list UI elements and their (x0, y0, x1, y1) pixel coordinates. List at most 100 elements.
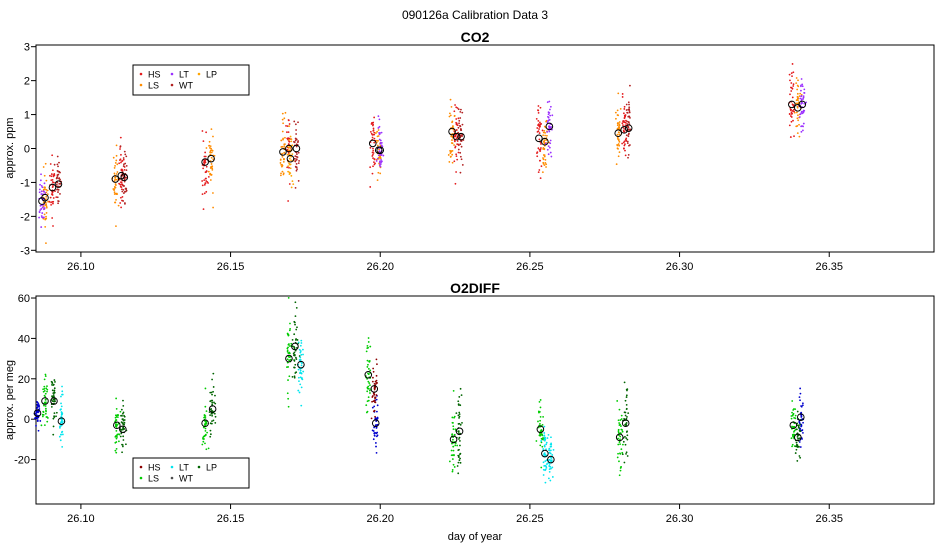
data-point (447, 154, 450, 156)
data-point (113, 186, 116, 188)
data-point (207, 175, 210, 178)
data-point (60, 418, 63, 421)
data-point (549, 105, 552, 108)
data-point (204, 429, 207, 432)
data-point (451, 139, 453, 141)
data-point (455, 155, 458, 158)
x-tick-label: 26.30 (666, 261, 694, 273)
data-point (547, 477, 550, 480)
data-point (56, 188, 59, 191)
data-point (50, 175, 53, 178)
data-point (43, 424, 46, 427)
data-point (368, 382, 371, 384)
data-point (201, 180, 204, 182)
mean-marker (286, 154, 295, 163)
data-point (616, 147, 619, 150)
data-point (625, 103, 628, 106)
data-point (374, 401, 377, 404)
data-point (376, 434, 379, 437)
data-point (373, 385, 376, 388)
mean-marker (208, 405, 217, 413)
data-point (798, 396, 801, 399)
data-point (287, 165, 290, 168)
data-point (44, 375, 47, 378)
data-point (296, 156, 299, 158)
data-point (549, 114, 552, 117)
data-point (544, 481, 547, 484)
data-point (114, 416, 117, 419)
data-point (287, 170, 290, 173)
data-point (799, 387, 802, 390)
data-point (377, 171, 380, 174)
data-point (623, 108, 626, 110)
data-point (376, 404, 379, 407)
data-point (621, 430, 624, 433)
data-point (124, 443, 127, 446)
data-point (795, 448, 798, 451)
data-point (211, 165, 214, 168)
data-point (622, 440, 625, 443)
data-point (548, 146, 551, 149)
data-point (286, 350, 289, 353)
o2diff-y-axis-label: approx. per meg (4, 360, 16, 440)
data-point (375, 160, 378, 162)
data-point (448, 115, 451, 118)
data-point (796, 114, 799, 117)
data-point (299, 351, 302, 354)
data-point (296, 326, 298, 329)
data-point (371, 136, 374, 139)
data-point (549, 460, 552, 463)
data-point (625, 451, 628, 454)
data-point (367, 399, 370, 402)
data-point (120, 168, 123, 171)
data-point (378, 151, 381, 154)
data-point (798, 135, 801, 138)
data-point (536, 127, 539, 129)
data-point (58, 161, 60, 164)
data-point (290, 342, 293, 345)
data-point (545, 466, 548, 469)
data-point (457, 432, 460, 434)
data-point (628, 108, 631, 110)
data-point (550, 155, 553, 158)
data-point (207, 170, 210, 173)
data-point (51, 395, 53, 398)
data-point (375, 445, 377, 448)
data-point (538, 169, 541, 171)
data-point (620, 448, 623, 451)
data-point (799, 456, 802, 459)
data-point (371, 124, 374, 127)
data-point (118, 440, 120, 443)
data-point (293, 354, 295, 357)
data-point (626, 123, 628, 125)
legend-swatch (197, 465, 201, 469)
data-point (202, 208, 205, 211)
data-point (625, 137, 628, 140)
data-point (451, 433, 454, 436)
data-point (459, 453, 461, 456)
data-point (295, 143, 298, 146)
x-tick-label: 26.20 (366, 261, 394, 273)
data-point (283, 117, 286, 120)
data-point (115, 198, 117, 201)
data-point (300, 342, 303, 344)
mean-marker (292, 144, 301, 153)
data-point (542, 437, 544, 439)
data-point (120, 161, 122, 164)
data-point (295, 145, 298, 148)
data-point (44, 225, 47, 228)
data-point (115, 173, 118, 175)
data-point (789, 79, 791, 82)
data-point (453, 110, 456, 113)
legend-swatch (197, 72, 201, 76)
data-point (628, 144, 630, 147)
y-tick-label: 0 (24, 414, 30, 426)
data-point (365, 404, 368, 407)
data-point (627, 133, 630, 136)
data-point (281, 130, 284, 133)
data-point (47, 200, 49, 203)
data-point (41, 216, 43, 219)
data-point (114, 441, 117, 444)
data-point (119, 148, 121, 150)
data-point (212, 158, 215, 161)
